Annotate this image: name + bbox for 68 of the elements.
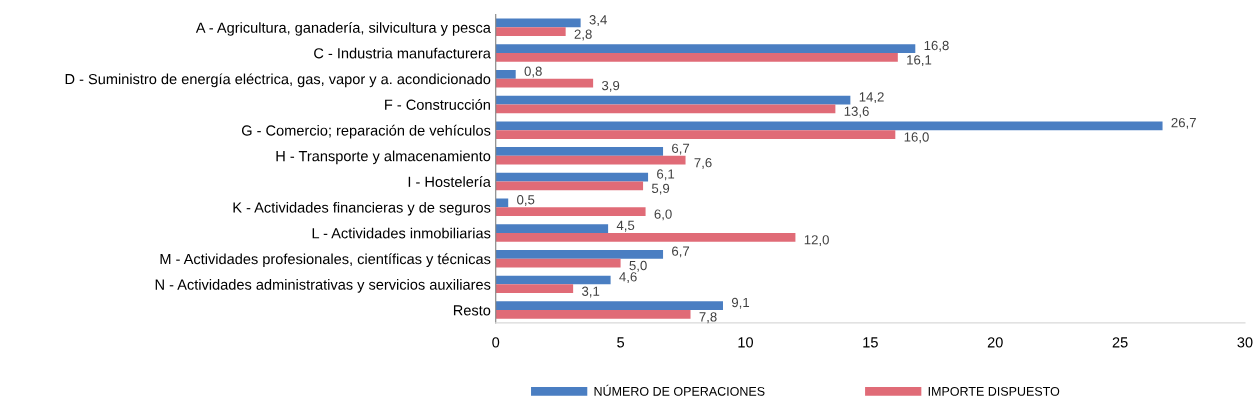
data-label: 3,4	[589, 15, 607, 27]
bar	[495, 249, 664, 259]
bar	[495, 70, 516, 79]
data-label: 0,8	[524, 66, 542, 78]
bar	[495, 27, 566, 37]
bar	[495, 18, 581, 28]
data-label: 7,8	[699, 312, 717, 324]
bar	[495, 130, 896, 139]
bar	[495, 147, 664, 156]
data-label: 9,1	[731, 297, 750, 309]
bar	[495, 155, 686, 165]
y-tick-label: G - Comercio; reparación de vehículos	[241, 124, 491, 139]
data-label: 4,5	[616, 220, 635, 232]
y-tick-label: C - Industria manufacturera	[314, 47, 491, 59]
data-label: 6,7	[672, 143, 690, 155]
bar	[495, 172, 649, 182]
data-label: 14,2	[859, 92, 884, 104]
data-label: 5,9	[651, 183, 670, 195]
data-label: 6,7	[672, 246, 690, 258]
data-label: 4,6	[619, 272, 637, 284]
y-tick-label: M - Actividades profesionales, científicas y técnicas	[160, 253, 491, 268]
bar	[495, 232, 796, 242]
legend-label: IMPORTE DISPUESTO	[928, 386, 1060, 396]
legend-label: NÚMERO DE OPERACIONES	[594, 384, 765, 396]
bar	[495, 224, 609, 233]
bar	[495, 95, 851, 105]
data-label: 16,0	[904, 132, 929, 144]
y-tick-label: K - Actividades financieras y de seguros	[233, 201, 491, 216]
x-tick-label: 30	[1237, 337, 1253, 348]
data-label: 26,7	[1171, 117, 1196, 129]
y-tick-label: H - Transporte y almacenamiento	[276, 150, 491, 165]
x-tick-label: 15	[863, 337, 878, 348]
data-label: 13,6	[844, 106, 869, 118]
x-tick-label: 20	[987, 337, 1003, 348]
x-tick-label: 10	[738, 337, 754, 348]
bar	[495, 53, 898, 62]
y-tick-label: F - Construcción	[385, 98, 490, 110]
bar	[495, 207, 646, 216]
y-tick-label: A - Agricultura, ganadería, silvicultura y pesca	[195, 21, 491, 36]
data-label: 6,1	[657, 169, 675, 181]
bar	[495, 301, 723, 311]
x-tick-label: 25	[1112, 337, 1128, 348]
bar	[495, 275, 611, 285]
y-tick-label: N - Actividades administrativas y servicios auxiliares	[155, 279, 491, 293]
x-tick-label: 5	[617, 337, 625, 348]
data-label: 12,0	[804, 235, 829, 247]
data-label: 3,1	[581, 286, 600, 298]
bar	[495, 258, 621, 268]
data-label: 2,8	[574, 29, 592, 41]
data-label: 6,0	[654, 209, 672, 221]
data-label: 3,9	[601, 80, 620, 92]
data-label: 16,8	[924, 40, 949, 52]
bar	[495, 44, 916, 54]
data-label: 5,0	[629, 260, 647, 272]
data-label: 16,1	[907, 55, 932, 67]
data-label: 0,5	[517, 195, 535, 206]
y-tick-label: I - Hostelería	[408, 176, 491, 187]
data-label: 7,6	[694, 158, 712, 169]
bar	[495, 121, 1163, 131]
bar	[495, 78, 594, 88]
y-tick-label: Resto	[453, 305, 491, 316]
y-tick-label: L - Actividades inmobiliarias	[312, 227, 491, 239]
bar	[495, 284, 574, 294]
bar	[495, 104, 836, 114]
y-tick-label: D - Suministro de energía eléctrica, gas, vapor y a. acondicionado	[65, 73, 491, 88]
bar	[495, 310, 691, 319]
x-tick-label: 0	[492, 337, 500, 348]
bar	[495, 181, 644, 191]
